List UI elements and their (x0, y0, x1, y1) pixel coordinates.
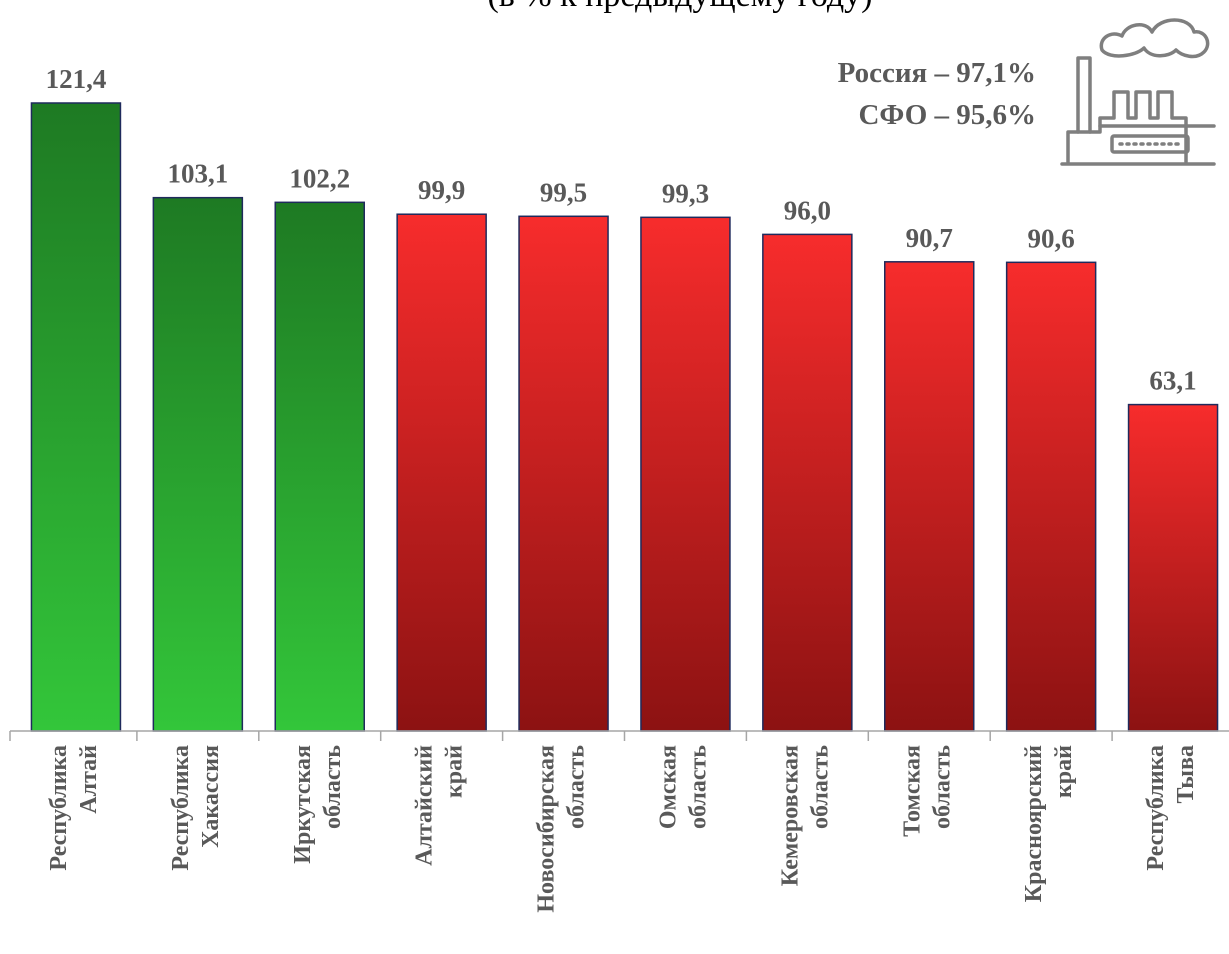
bar (884, 261, 975, 732)
category-tick-label: Тыва (1173, 745, 1199, 804)
category-tick-label: Кемеровская (777, 745, 803, 886)
category-tick-label: Иркутская (290, 745, 316, 864)
bars-group (30, 102, 1219, 732)
factory-icon (1060, 18, 1216, 166)
bar (30, 102, 122, 732)
category-labels-group: Республика Алтай Республика Хакассия Иркутск… (46, 745, 1199, 913)
category-tick-label: область (564, 745, 590, 829)
bar (640, 216, 731, 732)
category-tick-label: Алтай (76, 745, 102, 814)
bar (518, 215, 609, 732)
bar (762, 233, 853, 732)
category-tick-label: край (442, 745, 468, 798)
bar-value-label: 99,3 (662, 178, 709, 208)
category-tick-label: край (1051, 745, 1077, 798)
category-tick-label: область (807, 745, 833, 829)
bar-value-label: 63,1 (1149, 366, 1196, 396)
x-axis (9, 730, 1229, 741)
bar-value-label: 102,2 (289, 163, 350, 193)
category-tick-label: Красноярский (1021, 745, 1047, 902)
bar-value-label: 90,7 (906, 223, 953, 253)
bar-value-label: 103,1 (167, 159, 228, 189)
summary-russia: Россия – 97,1% (838, 57, 1036, 89)
value-labels-group: 121,4 103,1 102,2 99,9 99,5 99,3 96,0 90,7 90,6 6… (46, 64, 1197, 396)
bar (1005, 261, 1097, 732)
category-tick-label: Омская (655, 745, 681, 829)
category-tick-label: Новосибирская (534, 745, 560, 913)
chart-subtitle: (в % к предыдущему году) (487, 0, 872, 14)
category-tick-label: область (320, 745, 346, 829)
category-tick-label: Республика (168, 745, 194, 871)
category-tick-label: Республика (1143, 745, 1169, 871)
bar (274, 201, 365, 732)
bar (152, 196, 244, 732)
summary-sfo: СФО – 95,6% (858, 99, 1036, 131)
bar-value-label: 99,9 (418, 175, 465, 205)
bar (1127, 403, 1219, 732)
bar-value-label: 99,5 (540, 177, 587, 207)
category-tick-label: область (685, 745, 711, 829)
category-tick-label: Алтайский (412, 745, 438, 866)
category-tick-label: Хакассия (198, 745, 224, 848)
category-tick-label: Республика (46, 745, 72, 871)
category-tick-label: Томская (899, 745, 925, 837)
bar-value-label: 90,6 (1028, 223, 1075, 253)
category-tick-label: область (929, 745, 955, 829)
summary-box: Россия – 97,1% СФО – 95,6% (838, 57, 1036, 131)
bar-value-label: 96,0 (784, 195, 831, 225)
bar-value-label: 121,4 (46, 64, 107, 94)
bar (396, 213, 487, 732)
